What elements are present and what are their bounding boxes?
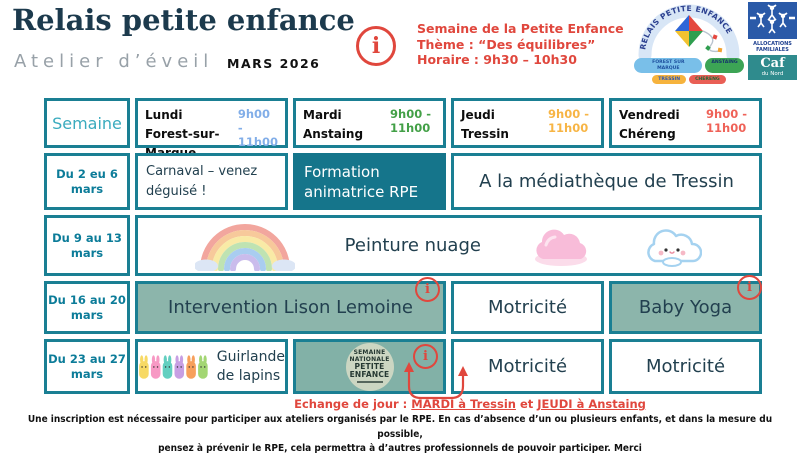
cell-text: Intervention Lison Lemoine xyxy=(168,297,413,318)
caf-region: du Nord xyxy=(761,71,784,77)
notice-line-1: Semaine de la Petite Enfance xyxy=(417,21,624,36)
cell-text: Carnaval – venez déguisé ! xyxy=(146,163,258,199)
row-range: Du 16 au 20 xyxy=(48,292,126,307)
page-title: Relais petite enfance xyxy=(12,3,355,37)
cell-text: Motricité xyxy=(487,297,568,318)
header-cell-lundi: Lundi Forest-sur-Marque 9h00 - 11h00 xyxy=(135,98,288,160)
notice-line-3: Horaire : 9h30 – 10h30 xyxy=(417,52,577,67)
exchange-link-mardi: MARDI à Tressin xyxy=(411,397,516,411)
exchange-arrows-icon xyxy=(404,362,468,400)
snpe-logo: SEMAINE NATIONALE PETITE ENFANCE xyxy=(345,342,394,391)
cell-baby-yoga: Baby Yoga i xyxy=(609,275,762,334)
pill-chereng: CHERENG xyxy=(689,74,726,84)
day-hours: 9h00 - 11h00 xyxy=(548,107,589,135)
month-label: MARS 2026 xyxy=(227,56,321,71)
caf-org-line-1: ALLOCATIONS xyxy=(753,41,792,47)
note-line-2: pensez à prévenir le RPE, cela permettra… xyxy=(158,443,642,454)
cell-text: Motricité xyxy=(487,356,568,377)
exchange-note: Echange de jour : MARDI à Tressin et JEU… xyxy=(170,397,770,411)
day-place: Tressin xyxy=(461,127,509,141)
day-name: Jeudi xyxy=(461,108,495,122)
event-notice: Semaine de la Petite Enfance Thème : “De… xyxy=(417,21,624,68)
day-place: Chéreng xyxy=(619,127,676,141)
day-name: Lundi xyxy=(145,108,183,122)
cell-motricite-week4-jeudi: Motricité xyxy=(451,339,604,394)
rpe-logo: RELAIS PETITE ENFANCE FOREST SUR MARQUE … xyxy=(633,1,745,85)
row-range: Du 2 eu 6 xyxy=(56,166,118,181)
row-range: Du 23 au 27 xyxy=(48,351,126,366)
exchange-separator: et xyxy=(515,397,538,411)
exchange-link-jeudi: JEUDI à Anstaing xyxy=(537,397,646,411)
registration-note: Une inscription est nécessaire pour part… xyxy=(16,413,784,457)
rpe-town-pills: FOREST SUR MARQUE ANSTAING TRESSIN CHERE… xyxy=(633,58,745,84)
happy-cloud-icon xyxy=(646,228,702,267)
cell-guirlande: Guirlande de lapins xyxy=(135,339,288,394)
row-unit: mars xyxy=(70,181,104,196)
corner-cell-semaine: Semaine xyxy=(44,98,130,148)
cell-text: Motricité xyxy=(645,356,726,377)
info-icon: i xyxy=(737,275,762,300)
caf-logo: ALLOCATIONS FAMILIALES Caf du Nord xyxy=(748,2,797,80)
day-name: Vendredi xyxy=(619,108,680,122)
exchange-prefix: Echange de jour : xyxy=(294,397,412,411)
cell-text: Guirlande de lapins xyxy=(216,348,285,384)
row-unit: mars xyxy=(70,307,104,322)
row-range: Du 9 au 13 xyxy=(52,230,122,245)
snpe-tagline-mark xyxy=(356,381,383,383)
schedule-table: Semaine Lundi Forest-sur-Marque 9h00 - 1… xyxy=(44,98,762,394)
caf-org-line-2: FAMILIALES xyxy=(756,47,789,53)
cell-text: Baby Yoga xyxy=(638,297,733,318)
cell-motricite-week4-vendredi: Motricité xyxy=(609,339,762,394)
row-label-week2: Du 9 au 13 mars xyxy=(44,215,130,276)
cell-text: Formation animatrice RPE xyxy=(304,162,419,201)
cell-text: Peinture nuage xyxy=(344,235,481,256)
info-icon: i xyxy=(413,344,438,369)
cell-intervention: Intervention Lison Lemoine i xyxy=(135,277,446,334)
pill-anstaing: ANSTAING xyxy=(705,58,744,73)
info-icon: i xyxy=(356,26,396,66)
row-label-week4: Du 23 au 27 mars xyxy=(44,339,130,394)
pill-forest-sur-marque: FOREST SUR MARQUE xyxy=(634,58,703,73)
caf-name: Caf xyxy=(760,56,785,71)
snpe-line-1: SEMAINE xyxy=(353,349,386,356)
note-line-1: Une inscription est nécessaire pour part… xyxy=(27,414,773,440)
cell-formation-rpe: Formation animatrice RPE xyxy=(293,153,446,210)
snpe-line-4: ENFANCE xyxy=(349,370,390,379)
header-cell-jeudi: Jeudi Tressin 9h00 - 11h00 xyxy=(451,98,604,148)
rpe-kite-icon: RELAIS PETITE ENFANCE xyxy=(638,4,740,62)
cell-mediatheque: A la médiathèque de Tressin xyxy=(451,153,762,210)
row-label-week3: Du 16 au 20 mars xyxy=(44,281,130,334)
info-icon: i xyxy=(415,277,440,302)
row-unit: mars xyxy=(70,245,104,260)
row-label-week1: Du 2 eu 6 mars xyxy=(44,153,130,210)
pill-tressin: TRESSIN xyxy=(652,74,687,84)
snpe-line-2: NATIONALE xyxy=(349,355,390,363)
row-unit: mars xyxy=(70,366,104,381)
header-cell-mardi: Mardi Anstaing 9h00 - 11h00 xyxy=(293,98,446,148)
cell-carnaval: Carnaval – venez déguisé ! xyxy=(135,153,288,210)
cell-text: A la médiathèque de Tressin xyxy=(479,171,734,192)
caf-family-icon xyxy=(748,2,797,39)
rainbow-icon xyxy=(195,223,296,271)
day-name: Mardi xyxy=(303,108,342,122)
header-cell-vendredi: Vendredi Chéreng 9h00 - 11h00 xyxy=(609,98,762,148)
day-hours: 9h00 - 11h00 xyxy=(237,107,279,149)
snpe-line-3: PETITE xyxy=(354,362,385,371)
day-place: Anstaing xyxy=(303,127,364,141)
bunny-garland-icon xyxy=(139,354,208,379)
cell-motricite-week3: Motricité xyxy=(451,281,604,334)
cell-peinture-nuage: Peinture nuage xyxy=(135,215,762,276)
page-subtitle: Atelier d’éveil xyxy=(14,51,214,72)
day-hours: 9h00 - 11h00 xyxy=(390,107,431,135)
pink-cloud-icon xyxy=(535,229,588,266)
cell-snpe: SEMAINE NATIONALE PETITE ENFANCE i xyxy=(293,339,446,394)
notice-line-2: Thème : “Des équilibres” xyxy=(417,36,596,52)
day-hours: 9h00 - 11h00 xyxy=(706,107,747,135)
